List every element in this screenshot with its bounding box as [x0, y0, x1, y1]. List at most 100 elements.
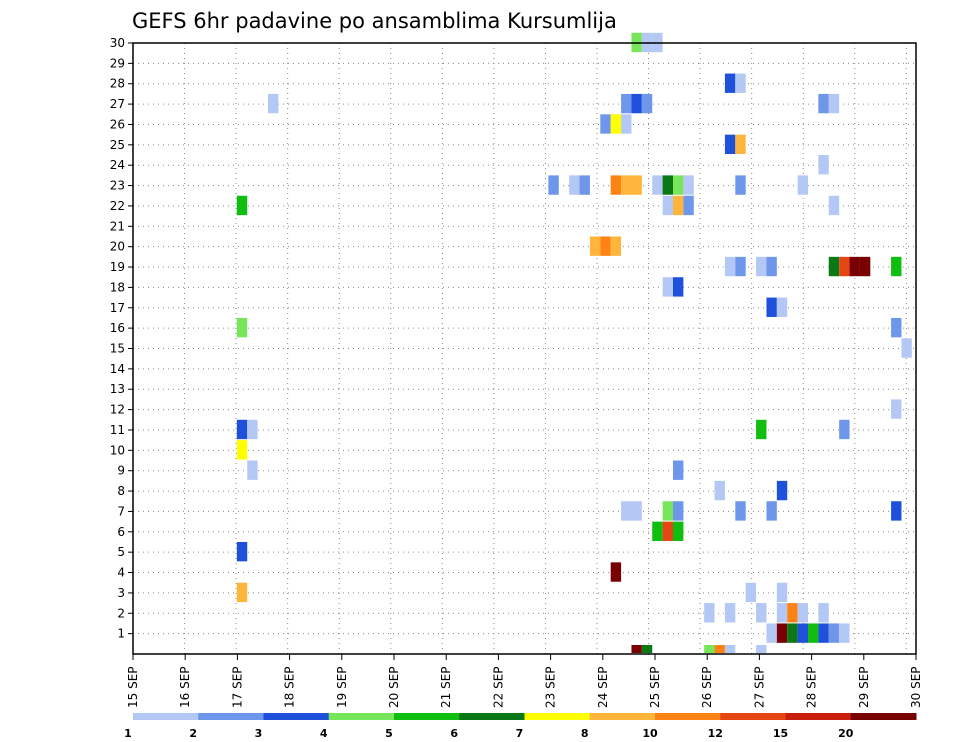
colorbar-swatch	[655, 713, 721, 720]
heatmap-cell	[797, 623, 808, 643]
heatmap-cell	[797, 175, 808, 195]
heatmap-cell	[236, 195, 248, 216]
heatmap-cell	[735, 73, 746, 93]
heatmap-cell	[236, 440, 248, 460]
colorbar-label: 10	[642, 727, 658, 740]
heatmap-cell	[756, 256, 767, 277]
x-tick-label: 25 SEP	[648, 666, 662, 708]
heatmap-cell	[818, 93, 829, 114]
heatmap-cell	[236, 419, 248, 440]
heatmap-cell	[704, 603, 715, 623]
heatmap-cell	[683, 195, 694, 216]
heatmap-cell	[901, 338, 912, 358]
colorbar-swatch	[524, 713, 591, 720]
y-tick-label: 8	[117, 484, 125, 498]
colorbar-swatch	[459, 713, 525, 720]
x-axis: 15 SEP 16 SEP 17 SEP 18 SEP 19 SEP 20 SEP 21 S…	[126, 654, 923, 708]
heatmap-cell	[776, 603, 788, 623]
colorbar-label: 4	[320, 727, 328, 740]
heatmap-cell	[652, 521, 663, 541]
heatmap-cell	[818, 603, 829, 623]
x-tick-label: 18 SEP	[283, 666, 297, 708]
y-tick-label: 24	[110, 158, 125, 172]
heatmap-cell	[621, 114, 632, 134]
y-tick-label: 26	[110, 117, 125, 131]
heatmap-cell	[859, 256, 871, 277]
heatmap-cell	[610, 562, 622, 582]
x-tick-label: 23 SEP	[544, 666, 558, 708]
y-tick-label: 22	[110, 199, 125, 213]
y-tick-label: 6	[117, 525, 125, 539]
colorbar-label: 1	[124, 727, 132, 740]
heatmap-cell	[621, 501, 632, 521]
heatmap-cell	[714, 645, 725, 653]
heatmap-cell	[787, 623, 798, 643]
colorbar-label: 20	[838, 727, 854, 740]
heatmap-cell	[849, 256, 860, 277]
heatmap-cell	[828, 195, 840, 216]
x-tick-label: 16 SEP	[178, 666, 192, 708]
y-tick-label: 13	[110, 382, 125, 396]
y-tick-label: 9	[117, 464, 125, 478]
heatmap-cell	[828, 93, 840, 114]
heatmap-cell	[579, 175, 590, 195]
colorbar-label: 15	[773, 727, 788, 740]
y-tick-label: 27	[110, 97, 125, 111]
heatmap-cell	[766, 623, 777, 643]
y-tick-label: 14	[110, 362, 125, 376]
x-tick-label: 22 SEP	[491, 666, 505, 708]
heatmap-cell	[797, 603, 808, 623]
heatmap-cell	[756, 645, 767, 653]
y-tick-label: 16	[110, 321, 125, 335]
heatmap-cell	[891, 399, 902, 419]
heatmap-cells	[236, 32, 912, 653]
heatmap-cell	[673, 460, 684, 480]
y-tick-label: 20	[110, 240, 125, 254]
heatmap-cell	[610, 236, 622, 256]
heatmap-cell	[756, 419, 767, 440]
chart-title: GEFS 6hr padavine po ansamblima Kursumli…	[132, 9, 617, 33]
heatmap-cell	[673, 195, 684, 216]
x-tick-label: 20 SEP	[387, 666, 401, 708]
heatmap-cell	[828, 256, 840, 277]
heatmap-cell	[683, 175, 694, 195]
y-tick-label: 25	[110, 138, 125, 152]
heatmap-cell	[776, 623, 788, 643]
x-tick-label: 21 SEP	[439, 666, 453, 708]
heatmap-cell	[631, 501, 642, 521]
colorbar-swatch	[198, 713, 264, 720]
colorbar: 1 2 3 4 5 6 7 8 10 12 15 20	[124, 713, 917, 740]
colorbar-swatch	[263, 713, 330, 720]
y-tick-label: 10	[110, 443, 125, 457]
y-tick-label: 28	[110, 77, 125, 91]
x-tick-label: 17 SEP	[230, 666, 244, 708]
heatmap-cell	[589, 236, 601, 256]
heatmap-cell	[662, 175, 673, 195]
heatmap-cell	[600, 114, 611, 134]
colorbar-swatch	[328, 713, 395, 720]
y-tick-label: 1	[117, 627, 125, 641]
heatmap-cell	[236, 317, 248, 338]
heatmap-cell	[548, 175, 559, 195]
colorbar-label: 6	[450, 727, 458, 740]
x-tick-label: 26 SEP	[700, 666, 714, 708]
heatmap-cell	[662, 195, 673, 216]
y-tick-label: 3	[117, 586, 125, 600]
heatmap-cell	[247, 419, 258, 440]
heatmap-cell	[673, 521, 684, 541]
heatmap-cell	[268, 93, 279, 114]
heatmap-cell	[610, 114, 622, 134]
heatmap-cell	[776, 480, 788, 501]
heatmap-cell	[818, 623, 829, 643]
heatmap-cell	[787, 603, 798, 623]
heatmap-cell	[714, 480, 725, 501]
heatmap-cell	[891, 256, 902, 277]
heatmap-cell	[247, 460, 258, 480]
y-tick-label: 30	[110, 36, 125, 50]
heatmap-cell	[756, 603, 767, 623]
y-tick-label: 11	[110, 423, 125, 437]
colorbar-swatch	[720, 713, 786, 720]
heatmap-cell	[704, 645, 715, 653]
colorbar-swatch	[133, 713, 199, 720]
y-tick-label: 29	[110, 56, 125, 70]
